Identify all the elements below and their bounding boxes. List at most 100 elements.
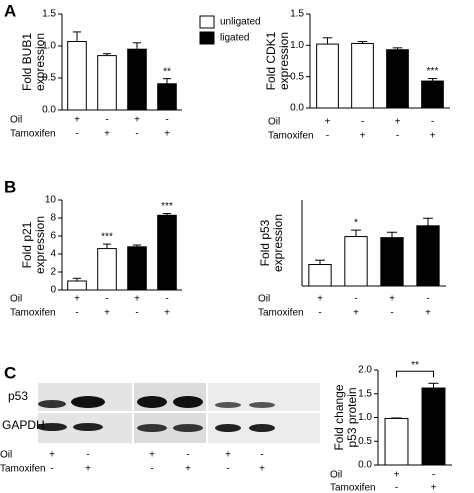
blot-row-label: p53: [8, 389, 28, 403]
y-tick-label: 1.5: [358, 388, 372, 399]
condition-sign: -: [50, 464, 53, 475]
condition-sign: +: [394, 470, 400, 481]
condition-label: Oil: [0, 450, 12, 461]
y-axis-label: expression: [271, 214, 285, 272]
bar: [157, 214, 177, 291]
panel-label: B: [4, 177, 16, 196]
condition-sign: -: [135, 308, 138, 319]
y-axis-label: expression: [33, 33, 47, 91]
y-tick-label: 0.5: [358, 436, 372, 447]
condition-sign: -: [326, 131, 329, 142]
condition-label: Tamoxifen: [10, 129, 56, 140]
condition-sign: -: [226, 464, 229, 475]
condition-sign: +: [149, 450, 155, 461]
panel-label: A: [4, 1, 16, 20]
condition-sign: +: [259, 464, 265, 475]
blot-row-label: GAPDH: [2, 418, 45, 432]
bar: [384, 417, 409, 466]
band: [137, 396, 167, 408]
significance-label: ***: [161, 201, 173, 212]
bar: [157, 83, 177, 111]
significance-label: ***: [101, 232, 113, 243]
condition-sign: +: [325, 117, 331, 128]
condition-sign: +: [104, 129, 110, 140]
legend-swatch: [199, 15, 215, 29]
band: [215, 424, 241, 432]
condition-sign: +: [164, 308, 170, 319]
significance-label: **: [163, 66, 171, 77]
condition-sign: +: [395, 117, 401, 128]
bar: [308, 264, 332, 287]
condition-sign: +: [85, 464, 91, 475]
condition-sign: -: [396, 131, 399, 142]
y-axis-label: Fold BUB1: [20, 33, 34, 91]
band: [173, 424, 203, 432]
condition-sign: -: [426, 294, 429, 305]
condition-sign: +: [317, 294, 323, 305]
legend-label: ligated: [220, 33, 249, 44]
condition-sign: +: [134, 294, 140, 305]
western-blot: [37, 383, 320, 443]
y-axis-label: Fold change: [332, 384, 346, 450]
y-axis-label: expression: [33, 216, 47, 274]
y-axis-label: Fold p53: [258, 219, 272, 266]
y-tick-label: 0.0: [290, 103, 304, 114]
y-tick-label: 0: [50, 285, 56, 296]
bar: [97, 55, 117, 111]
band: [71, 396, 105, 408]
condition-label: Oil: [330, 470, 342, 481]
condition-sign: -: [75, 129, 78, 140]
condition-sign: -: [186, 450, 189, 461]
condition-sign: +: [431, 483, 437, 493]
band: [173, 396, 203, 408]
condition-label: Oil: [258, 294, 270, 305]
condition-sign: -: [318, 308, 321, 319]
condition-sign: -: [105, 294, 108, 305]
y-tick-label: 1.0: [290, 40, 304, 51]
significance-bracket: [396, 370, 434, 378]
y-axis-label: expression: [277, 32, 291, 90]
significance-label: *: [354, 218, 358, 229]
condition-sign: -: [431, 117, 434, 128]
y-tick-label: 1.0: [358, 412, 372, 423]
condition-label: Oil: [10, 294, 22, 305]
y-tick-label: 0.0: [358, 460, 372, 471]
legend-swatch: [199, 31, 215, 45]
band: [37, 423, 67, 431]
condition-sign: +: [164, 129, 170, 140]
condition-label: Oil: [268, 117, 280, 128]
band: [73, 423, 103, 431]
y-tick-label: 8: [50, 213, 56, 224]
condition-sign: -: [432, 470, 435, 481]
bar: [67, 280, 87, 291]
condition-label: Tamoxifen: [330, 483, 376, 493]
condition-sign: -: [395, 483, 398, 493]
y-tick-label: 0.5: [290, 71, 304, 82]
condition-sign: -: [354, 294, 357, 305]
condition-sign: +: [389, 294, 395, 305]
panel-label: C: [4, 363, 16, 382]
significance-label: **: [411, 360, 419, 371]
condition-sign: +: [49, 450, 55, 461]
condition-label: Tamoxifen: [258, 308, 304, 319]
bar: [316, 43, 339, 109]
condition-sign: -: [105, 115, 108, 126]
y-tick-label: 0.0: [42, 105, 56, 116]
y-tick-label: 4: [50, 249, 56, 260]
bar: [127, 48, 147, 111]
condition-sign: +: [74, 294, 80, 305]
y-tick-label: 10: [45, 195, 57, 206]
condition-sign: +: [225, 450, 231, 461]
y-axis-label: Fold CDK1: [264, 31, 278, 90]
condition-sign: -: [390, 308, 393, 319]
condition-label: Tamoxifen: [268, 131, 314, 142]
bar: [127, 246, 147, 291]
condition-sign: -: [165, 115, 168, 126]
condition-sign: -: [260, 450, 263, 461]
condition-sign: +: [185, 464, 191, 475]
y-tick-label: 1.5: [42, 9, 56, 20]
band: [215, 402, 241, 408]
condition-sign: +: [74, 115, 80, 126]
condition-sign: +: [425, 308, 431, 319]
